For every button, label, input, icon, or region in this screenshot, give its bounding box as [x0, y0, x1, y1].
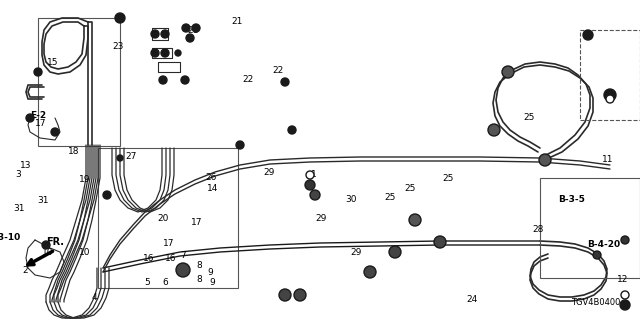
Circle shape — [192, 24, 200, 32]
Circle shape — [182, 24, 190, 32]
Text: 26: 26 — [205, 173, 217, 182]
Circle shape — [288, 126, 296, 134]
Circle shape — [26, 114, 34, 122]
Circle shape — [621, 236, 629, 244]
Text: 25: 25 — [385, 193, 396, 202]
Text: 28: 28 — [532, 225, 543, 234]
Text: 17: 17 — [35, 119, 46, 128]
Circle shape — [409, 214, 421, 226]
Circle shape — [604, 89, 616, 101]
Text: TGV4B0400: TGV4B0400 — [572, 298, 621, 307]
Circle shape — [117, 155, 123, 161]
Circle shape — [161, 49, 169, 57]
Text: 22: 22 — [243, 75, 254, 84]
Text: 27: 27 — [125, 152, 137, 161]
Circle shape — [151, 49, 159, 57]
Text: 29: 29 — [350, 248, 362, 257]
Text: 18: 18 — [68, 148, 79, 156]
Text: 12: 12 — [617, 275, 628, 284]
Text: 22: 22 — [273, 66, 284, 75]
Bar — [98, 148, 238, 288]
Circle shape — [151, 30, 159, 38]
Circle shape — [620, 300, 630, 310]
Text: 4: 4 — [92, 293, 97, 302]
Text: 29: 29 — [263, 168, 275, 177]
Circle shape — [236, 141, 244, 149]
Text: 29: 29 — [316, 214, 327, 223]
Bar — [38, 18, 120, 146]
Circle shape — [176, 263, 190, 277]
Text: 23: 23 — [113, 42, 124, 51]
Text: 17: 17 — [163, 239, 174, 248]
Text: 21: 21 — [231, 17, 243, 26]
Text: 19: 19 — [79, 175, 91, 184]
Bar — [540, 178, 640, 278]
Text: 11: 11 — [602, 155, 613, 164]
Circle shape — [364, 266, 376, 278]
Bar — [580, 30, 640, 120]
Text: B-3-5: B-3-5 — [558, 195, 585, 204]
Text: 17: 17 — [191, 218, 202, 227]
Circle shape — [103, 191, 111, 199]
Circle shape — [593, 251, 601, 259]
Circle shape — [281, 78, 289, 86]
Text: 10: 10 — [79, 248, 91, 257]
Circle shape — [159, 76, 167, 84]
Text: E-3-10: E-3-10 — [0, 233, 20, 242]
Text: 3: 3 — [15, 170, 20, 179]
Circle shape — [488, 124, 500, 136]
Text: 8: 8 — [197, 261, 202, 270]
Text: 31: 31 — [13, 204, 25, 213]
Circle shape — [389, 246, 401, 258]
Circle shape — [583, 30, 593, 40]
Text: 5: 5 — [145, 278, 150, 287]
Text: 16: 16 — [164, 254, 176, 263]
Circle shape — [621, 291, 629, 299]
Circle shape — [42, 241, 50, 249]
Circle shape — [539, 154, 551, 166]
Circle shape — [161, 30, 169, 38]
Circle shape — [305, 180, 315, 190]
Circle shape — [434, 236, 446, 248]
Circle shape — [51, 128, 59, 136]
Text: 6: 6 — [163, 278, 168, 287]
Circle shape — [115, 13, 125, 23]
Text: E-2: E-2 — [30, 111, 47, 120]
Circle shape — [502, 66, 514, 78]
Text: 9: 9 — [210, 278, 215, 287]
Circle shape — [175, 50, 181, 56]
Text: 31: 31 — [38, 196, 49, 205]
Text: 25: 25 — [523, 113, 534, 122]
Text: 1: 1 — [311, 170, 316, 179]
Text: 2: 2 — [23, 266, 28, 275]
Text: 24: 24 — [466, 295, 477, 304]
Circle shape — [306, 171, 314, 179]
Circle shape — [181, 76, 189, 84]
Circle shape — [279, 289, 291, 301]
Circle shape — [294, 289, 306, 301]
Text: 21: 21 — [188, 26, 199, 35]
Circle shape — [310, 190, 320, 200]
Text: 8: 8 — [197, 276, 202, 284]
Text: B-4-20: B-4-20 — [588, 240, 621, 249]
Text: 13: 13 — [20, 161, 31, 170]
Text: FR.: FR. — [46, 237, 64, 247]
Text: 20: 20 — [157, 214, 168, 223]
Text: 7: 7 — [180, 251, 186, 260]
Text: 25: 25 — [404, 184, 415, 193]
Circle shape — [186, 34, 194, 42]
Circle shape — [34, 68, 42, 76]
Text: 16: 16 — [143, 254, 154, 263]
Text: 25: 25 — [442, 174, 454, 183]
Text: 15: 15 — [47, 58, 59, 67]
Text: 10: 10 — [42, 248, 54, 257]
Text: 9: 9 — [208, 268, 213, 277]
Text: 14: 14 — [207, 184, 219, 193]
Text: 30: 30 — [345, 196, 356, 204]
Circle shape — [606, 95, 614, 103]
